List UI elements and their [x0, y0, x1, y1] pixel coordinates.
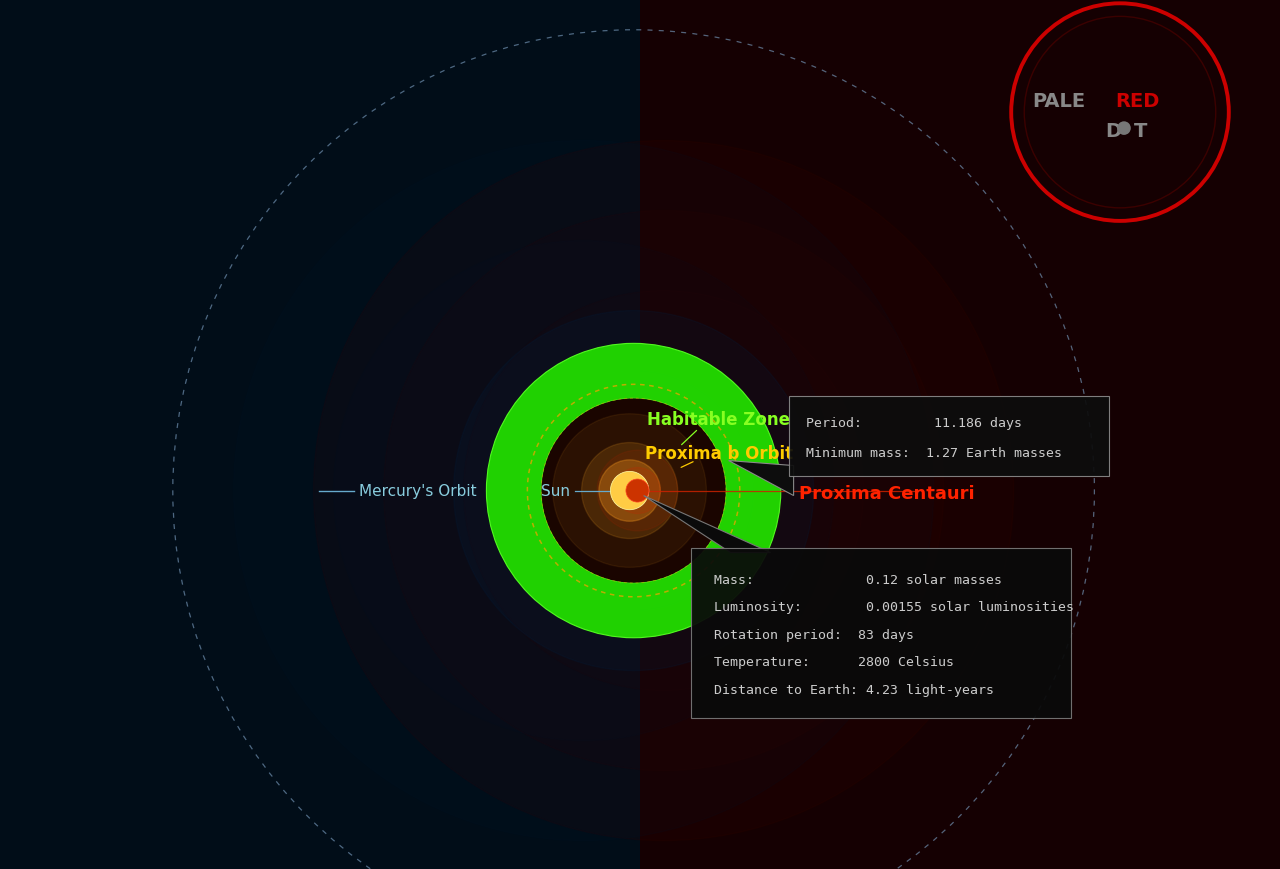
Circle shape — [544, 371, 783, 611]
Circle shape — [596, 451, 678, 531]
Circle shape — [334, 242, 833, 740]
Wedge shape — [486, 344, 781, 638]
Text: T: T — [1134, 122, 1147, 141]
Text: Habitable Zone: Habitable Zone — [648, 410, 790, 428]
Text: Period:         11.186 days: Period: 11.186 days — [805, 416, 1021, 429]
Circle shape — [611, 472, 649, 510]
Text: Mercury's Orbit: Mercury's Orbit — [358, 483, 476, 499]
Circle shape — [1117, 123, 1130, 136]
Circle shape — [234, 142, 933, 840]
Text: Temperature:      2800 Celsius: Temperature: 2800 Celsius — [714, 655, 954, 668]
Text: Mass:              0.12 solar masses: Mass: 0.12 solar masses — [714, 573, 1002, 586]
Polygon shape — [0, 0, 640, 869]
Text: Proxima Centauri: Proxima Centauri — [799, 484, 974, 502]
FancyBboxPatch shape — [788, 396, 1108, 476]
Circle shape — [314, 142, 1014, 840]
Text: Proxima b Orbit: Proxima b Orbit — [645, 444, 792, 462]
Circle shape — [599, 461, 660, 521]
Circle shape — [581, 443, 677, 539]
Circle shape — [626, 480, 649, 502]
Circle shape — [513, 371, 754, 611]
Text: PALE: PALE — [1032, 91, 1085, 110]
Text: D: D — [1105, 122, 1121, 141]
Circle shape — [614, 468, 660, 514]
Text: Minimum mass:  1.27 Earth masses: Minimum mass: 1.27 Earth masses — [805, 446, 1061, 459]
Circle shape — [384, 211, 943, 771]
Text: Rotation period:  83 days: Rotation period: 83 days — [714, 627, 914, 640]
Circle shape — [453, 311, 814, 671]
Circle shape — [541, 399, 726, 583]
Text: Distance to Earth: 4.23 light-years: Distance to Earth: 4.23 light-years — [714, 683, 993, 696]
Circle shape — [463, 291, 864, 691]
FancyBboxPatch shape — [691, 548, 1070, 718]
Text: Luminosity:        0.00155 solar luminosities: Luminosity: 0.00155 solar luminosities — [714, 600, 1074, 614]
Circle shape — [563, 421, 704, 561]
Polygon shape — [644, 496, 771, 553]
Polygon shape — [640, 0, 1280, 869]
Text: RED: RED — [1115, 91, 1160, 110]
Text: Sun: Sun — [540, 483, 570, 499]
Polygon shape — [728, 461, 794, 496]
Circle shape — [553, 415, 707, 567]
